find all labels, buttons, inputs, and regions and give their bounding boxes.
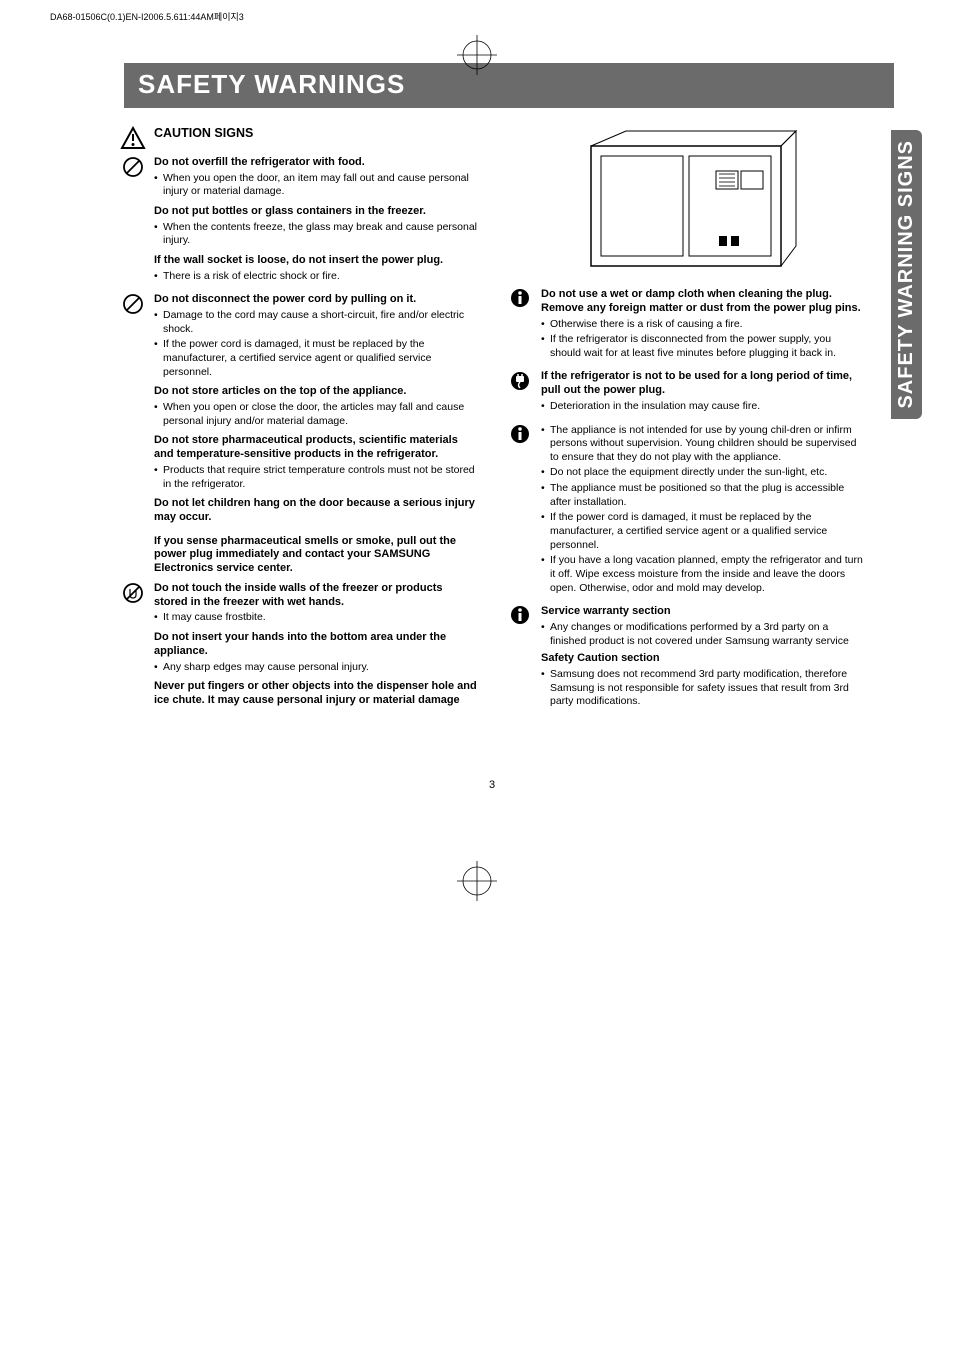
crop-mark-bottom-container bbox=[0, 831, 954, 911]
heading: Service warranty section bbox=[541, 605, 864, 619]
no-touch-icon bbox=[122, 582, 144, 604]
prohibit-icon bbox=[122, 156, 144, 178]
bullet-list: Products that require strict temperature… bbox=[154, 464, 477, 491]
left-block-1: Do not overfill the refrigerator with fo… bbox=[120, 156, 477, 287]
right-block-4: Service warranty section Any changes or … bbox=[507, 605, 864, 713]
crop-mark-bottom bbox=[457, 861, 497, 901]
bullet: If the power cord is damaged, it must be… bbox=[154, 338, 477, 379]
bullet-list: The appliance is not intended for use by… bbox=[541, 424, 864, 596]
left-column: CAUTION SIGNS Do not overfill the refrig… bbox=[120, 126, 477, 714]
bullet-list: When you open or close the door, the art… bbox=[154, 401, 477, 428]
bullet-list: Deterioration in the insulation may caus… bbox=[541, 400, 864, 414]
info-icon bbox=[510, 288, 530, 308]
info-icon bbox=[510, 424, 530, 444]
bullet: Otherwise there is a risk of causing a f… bbox=[541, 318, 864, 332]
fridge-illustration bbox=[571, 126, 801, 276]
bullet-list: When you open the door, an item may fall… bbox=[154, 172, 477, 199]
bullet: When you open or close the door, the art… bbox=[154, 401, 477, 428]
heading: Do not disconnect the power cord by pull… bbox=[154, 293, 477, 307]
bullet-list: When the contents freeze, the glass may … bbox=[154, 221, 477, 248]
bullet: Do not place the equipment directly unde… bbox=[541, 466, 864, 480]
heading: Never put fingers or other objects into … bbox=[154, 680, 477, 708]
bullet: Products that require strict temperature… bbox=[154, 464, 477, 491]
left-block-3: Do not touch the inside walls of the fre… bbox=[120, 582, 477, 708]
heading: Safety Caution section bbox=[541, 652, 864, 666]
heading: If the wall socket is loose, do not inse… bbox=[154, 254, 477, 268]
bullet: The appliance is not intended for use by… bbox=[541, 424, 864, 465]
bullet: If the power cord is damaged, it must be… bbox=[541, 511, 864, 552]
bullet-list: Otherwise there is a risk of causing a f… bbox=[541, 318, 864, 361]
page: DA68-01506C(0.1)EN-I2006.5.611:44AM페이지3 … bbox=[0, 0, 954, 831]
caution-signs-heading: CAUTION SIGNS bbox=[154, 126, 477, 140]
bullet-list: Any sharp edges may cause personal injur… bbox=[154, 661, 477, 675]
bullet: When you open the door, an item may fall… bbox=[154, 172, 477, 199]
caution-header-row: CAUTION SIGNS bbox=[120, 126, 477, 150]
heading: Do not insert your hands into the bottom… bbox=[154, 631, 477, 659]
bullet: If you have a long vacation planned, emp… bbox=[541, 554, 864, 595]
bullet: When the contents freeze, the glass may … bbox=[154, 221, 477, 248]
bullet: Any changes or modifications performed b… bbox=[541, 621, 864, 648]
heading: Do not overfill the refrigerator with fo… bbox=[154, 156, 477, 170]
title-bar: SAFETY WARNINGS bbox=[124, 63, 894, 108]
crop-mark-top bbox=[457, 35, 497, 75]
bullet: There is a risk of electric shock or fir… bbox=[154, 270, 477, 284]
running-header: DA68-01506C(0.1)EN-I2006.5.611:44AM페이지3 bbox=[50, 10, 864, 23]
right-block-1: Do not use a wet or damp cloth when clea… bbox=[507, 288, 864, 364]
heading: If you sense pharmaceutical smells or sm… bbox=[154, 535, 477, 576]
bullet: Damage to the cord may cause a short-cir… bbox=[154, 309, 477, 336]
heading: If the refrigerator is not to be used fo… bbox=[541, 370, 864, 398]
bullet: Deterioration in the insulation may caus… bbox=[541, 400, 864, 414]
bullet-list: It may cause frostbite. bbox=[154, 611, 477, 625]
side-tab-text: SAFETY WARNING SIGNS bbox=[895, 140, 918, 409]
bullet-list: Samsung does not recommend 3rd party mod… bbox=[541, 668, 864, 709]
bullet: If the refrigerator is disconnected from… bbox=[541, 333, 864, 360]
heading: Do not store pharmaceutical products, sc… bbox=[154, 434, 477, 462]
side-tab: SAFETY WARNING SIGNS bbox=[891, 130, 922, 419]
right-block-2: If the refrigerator is not to be used fo… bbox=[507, 370, 864, 417]
bullet: The appliance must be positioned so that… bbox=[541, 482, 864, 509]
page-number: 3 bbox=[120, 779, 864, 791]
right-block-3: The appliance is not intended for use by… bbox=[507, 424, 864, 600]
bullet-list: Any changes or modifications performed b… bbox=[541, 621, 864, 648]
warning-triangle-icon bbox=[120, 126, 146, 150]
bullet: Samsung does not recommend 3rd party mod… bbox=[541, 668, 864, 709]
left-block-2: Do not disconnect the power cord by pull… bbox=[120, 293, 477, 576]
unplug-icon bbox=[509, 370, 531, 392]
right-column: Do not use a wet or damp cloth when clea… bbox=[507, 126, 864, 719]
bullet: It may cause frostbite. bbox=[154, 611, 477, 625]
heading: Do not touch the inside walls of the fre… bbox=[154, 582, 477, 610]
prohibit-icon bbox=[122, 293, 144, 315]
bullet-list: Damage to the cord may cause a short-cir… bbox=[154, 309, 477, 379]
heading: Do not use a wet or damp cloth when clea… bbox=[541, 288, 864, 316]
content-columns: CAUTION SIGNS Do not overfill the refrig… bbox=[120, 126, 864, 719]
heading: Do not put bottles or glass containers i… bbox=[154, 205, 477, 219]
heading: Do not let children hang on the door bec… bbox=[154, 497, 477, 525]
heading: Do not store articles on the top of the … bbox=[154, 385, 477, 399]
bullet-list: There is a risk of electric shock or fir… bbox=[154, 270, 477, 284]
bullet: Any sharp edges may cause personal injur… bbox=[154, 661, 477, 675]
info-icon bbox=[510, 605, 530, 625]
